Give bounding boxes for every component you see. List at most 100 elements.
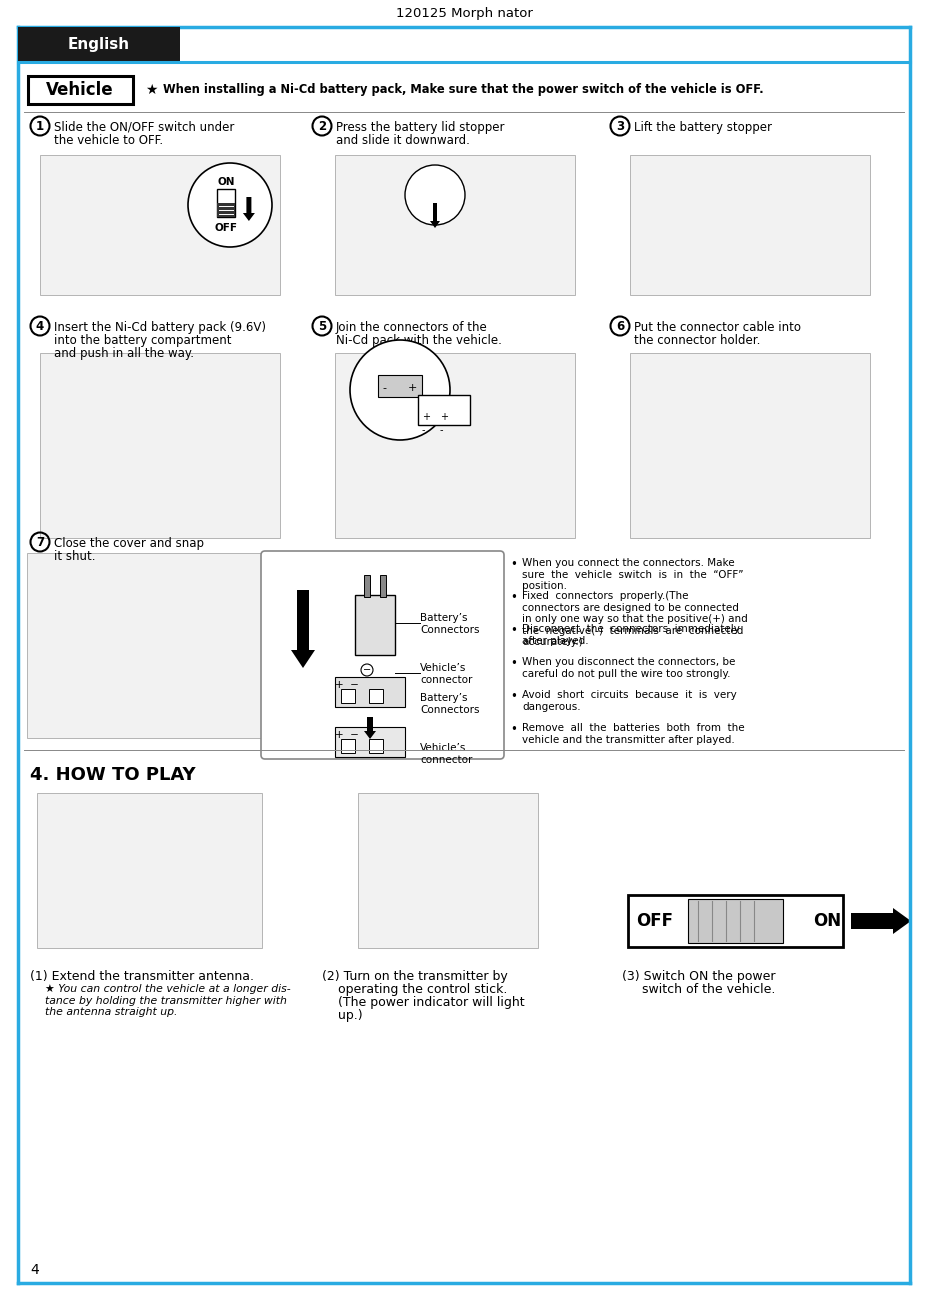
Text: (1) Extend the transmitter antenna.: (1) Extend the transmitter antenna. [30, 970, 254, 983]
Text: Put the connector cable into: Put the connector cable into [633, 321, 800, 334]
Text: Remove  all  the  batteries  both  from  the
vehicle and the transmitter after p: Remove all the batteries both from the v… [521, 723, 743, 745]
Text: Press the battery lid stopper: Press the battery lid stopper [336, 120, 504, 134]
Bar [335, 352, 575, 538]
FancyBboxPatch shape [260, 551, 503, 759]
Bar [369, 689, 383, 703]
FancyArrow shape [291, 590, 314, 668]
Bar [369, 740, 383, 753]
Text: Insert the Ni-Cd battery pack (9.6V): Insert the Ni-Cd battery pack (9.6V) [54, 321, 266, 334]
Text: 120125 Morph nator: 120125 Morph nator [395, 7, 532, 20]
Text: +: + [422, 412, 429, 421]
Text: Avoid  short  circuits  because  it  is  very
dangerous.: Avoid short circuits because it is very … [521, 690, 736, 712]
Bar [335, 154, 575, 295]
Text: Fixed  connectors  properly.(The
connectors are designed to be connected
in only: Fixed connectors properly.(The connector… [521, 590, 747, 648]
Bar [363, 575, 370, 597]
Text: ★ You can control the vehicle at a longer dis-
tance by holding the transmitter : ★ You can control the vehicle at a longe… [44, 984, 290, 1017]
Bar [37, 792, 262, 948]
Text: ON: ON [812, 912, 840, 929]
Text: Slide the ON/OFF switch under: Slide the ON/OFF switch under [54, 120, 235, 134]
Bar [379, 575, 386, 597]
Text: (The power indicator will light: (The power indicator will light [322, 996, 524, 1009]
Text: +  −: + − [335, 730, 359, 740]
Bar [335, 726, 404, 757]
Text: +: + [439, 412, 448, 421]
Circle shape [349, 340, 450, 440]
Bar [40, 352, 280, 538]
Text: -: - [439, 425, 443, 435]
Text: Vehicle’s
connector: Vehicle’s connector [420, 744, 472, 764]
Text: (3) Switch ON the power: (3) Switch ON the power [621, 970, 775, 983]
Text: -: - [383, 384, 390, 393]
Text: OFF: OFF [635, 912, 672, 929]
Text: When you connect the connectors. Make
sure  the  vehicle  switch  is  in  the  “: When you connect the connectors. Make su… [521, 558, 743, 592]
Bar [629, 352, 870, 538]
Text: into the battery compartment: into the battery compartment [54, 334, 231, 347]
Bar [18, 27, 180, 62]
Circle shape [404, 165, 464, 225]
Text: ON: ON [217, 177, 235, 187]
Text: 6: 6 [616, 319, 624, 332]
Text: and slide it downward.: and slide it downward. [336, 134, 469, 147]
Text: OFF: OFF [214, 223, 237, 233]
Bar [628, 895, 842, 946]
Text: it shut.: it shut. [54, 550, 95, 563]
Text: switch of the vehicle.: switch of the vehicle. [621, 983, 775, 996]
Text: Disconnect  the  connectors  immediately
after played.: Disconnect the connectors immediately af… [521, 624, 739, 645]
Text: the vehicle to OFF.: the vehicle to OFF. [54, 134, 163, 147]
Text: •: • [510, 590, 516, 603]
Text: Close the cover and snap: Close the cover and snap [54, 537, 204, 550]
Text: •: • [510, 558, 516, 571]
Text: Join the connectors of the: Join the connectors of the [336, 321, 488, 334]
Text: 3: 3 [616, 119, 623, 132]
Bar [217, 188, 235, 217]
Bar [340, 689, 355, 703]
Text: 4. HOW TO PLAY: 4. HOW TO PLAY [30, 766, 196, 784]
Text: •: • [510, 690, 516, 703]
FancyArrow shape [243, 196, 255, 221]
FancyArrow shape [850, 908, 910, 935]
Text: When installing a Ni-Cd battery pack, Make sure that the power switch of the veh: When installing a Ni-Cd battery pack, Ma… [155, 84, 763, 97]
Text: Lift the battery stopper: Lift the battery stopper [633, 120, 771, 134]
Text: ★: ★ [145, 82, 158, 97]
Text: -: - [422, 425, 425, 435]
Text: 4: 4 [36, 319, 44, 332]
Bar [217, 203, 235, 217]
Text: and push in all the way.: and push in all the way. [54, 347, 194, 360]
Text: When you disconnect the connectors, be
careful do not pull the wire too strongly: When you disconnect the connectors, be c… [521, 657, 734, 678]
Text: +  −: + − [335, 679, 359, 690]
Text: Vehicle: Vehicle [46, 81, 114, 99]
Text: Vehicle’s
connector: Vehicle’s connector [420, 662, 472, 685]
Bar [629, 154, 870, 295]
Text: −: − [362, 665, 371, 675]
Text: (2) Turn on the transmitter by: (2) Turn on the transmitter by [322, 970, 507, 983]
Bar [417, 395, 469, 425]
Text: 5: 5 [318, 319, 325, 332]
FancyArrow shape [363, 717, 375, 740]
Bar [687, 899, 782, 942]
Text: English: English [68, 37, 130, 51]
Text: Battery’s
Connectors: Battery’s Connectors [420, 613, 479, 635]
Text: Battery’s
Connectors: Battery’s Connectors [420, 692, 479, 715]
Text: the connector holder.: the connector holder. [633, 334, 759, 347]
Bar [40, 154, 280, 295]
Text: 2: 2 [318, 119, 325, 132]
Bar [377, 374, 422, 397]
Bar [28, 76, 133, 103]
Circle shape [361, 664, 373, 675]
Bar [358, 792, 538, 948]
Text: •: • [510, 723, 516, 736]
Bar [28, 552, 262, 737]
Text: •: • [510, 657, 516, 670]
Text: +: + [408, 384, 417, 393]
Bar [355, 596, 395, 654]
FancyArrow shape [429, 203, 439, 228]
Text: operating the control stick.: operating the control stick. [322, 983, 507, 996]
Text: up.): up.) [322, 1009, 362, 1022]
Bar [335, 677, 404, 707]
Circle shape [188, 164, 272, 247]
Text: 1: 1 [36, 119, 44, 132]
Text: Ni-Cd pack with the vehicle.: Ni-Cd pack with the vehicle. [336, 334, 502, 347]
Text: 7: 7 [36, 535, 44, 548]
Text: •: • [510, 624, 516, 637]
Text: 4: 4 [30, 1263, 39, 1278]
